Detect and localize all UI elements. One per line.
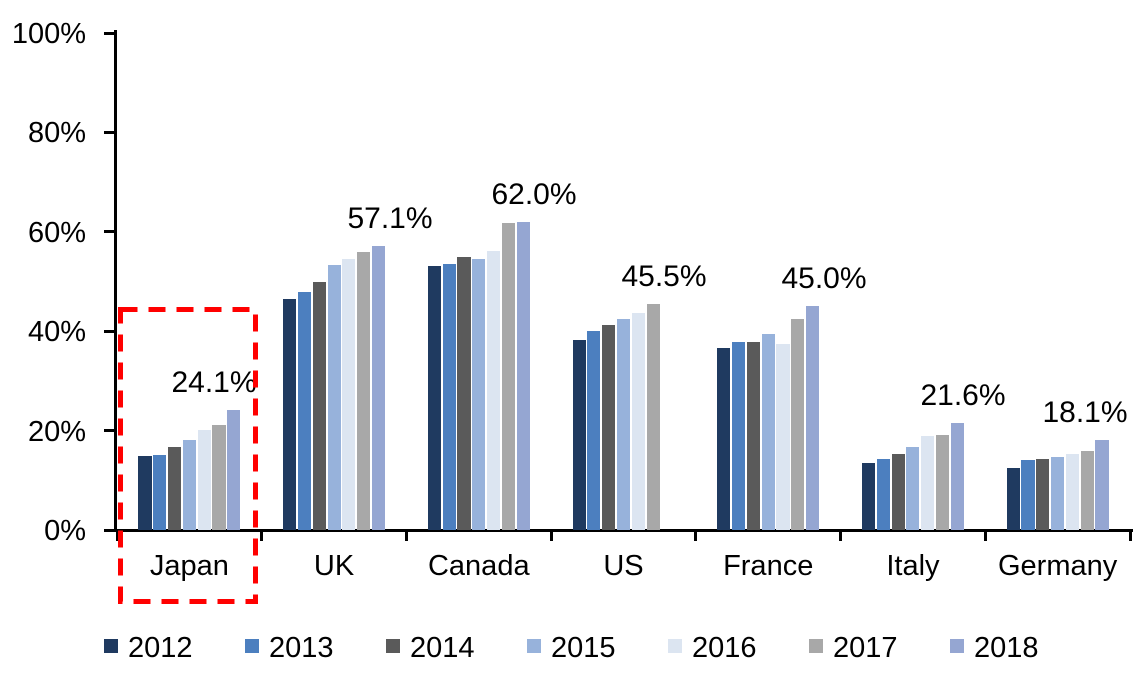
bar-canada-2015 [472, 258, 486, 530]
bar-us-2015 [616, 319, 631, 530]
bar-canada-2018 [516, 221, 530, 530]
x-axis-tick [549, 531, 553, 541]
x-axis-tick [404, 531, 408, 541]
legend-swatch-2013 [245, 639, 259, 653]
bar-germany-2014 [1036, 458, 1050, 530]
bar-japan-2015 [182, 439, 196, 530]
category-label: Germany [998, 550, 1118, 582]
bar-italy-2016 [921, 436, 935, 530]
data-label: 21.6% [920, 379, 1006, 412]
y-axis-tick [104, 230, 117, 234]
bar-germany-2017 [1080, 451, 1094, 530]
category-label: Canada [427, 550, 530, 582]
y-axis-tick [104, 31, 117, 35]
x-axis-tick [983, 531, 987, 541]
legend-swatch-2012 [104, 639, 118, 653]
bar-canada-2012 [427, 266, 441, 530]
bar-italy-2018 [950, 422, 964, 530]
legend-swatch-2015 [527, 639, 541, 653]
data-label: 57.1% [347, 202, 433, 235]
legend-swatch-2014 [386, 639, 400, 653]
bar-uk-2012 [283, 299, 297, 530]
bar-germany-2016 [1065, 454, 1079, 530]
bar-us-2017 [646, 303, 660, 530]
x-axis-tick [839, 531, 843, 541]
bar-germany-2013 [1021, 460, 1035, 530]
bar-germany-2015 [1051, 456, 1065, 530]
bar-japan-2017 [212, 424, 226, 530]
y-axis-tick-label: 20% [27, 415, 86, 448]
bar-france-2012 [717, 348, 731, 530]
bar-italy-2017 [935, 434, 950, 530]
bar-canada-2016 [487, 251, 501, 530]
bar-japan-2014 [168, 447, 182, 530]
category-label: France [723, 550, 814, 582]
y-axis-tick-label: 60% [27, 216, 86, 249]
category-label: Japan [149, 550, 229, 582]
x-axis-tick [115, 531, 119, 541]
bar-france-2017 [791, 319, 805, 530]
bar-france-2014 [746, 341, 760, 530]
legend-label-2012: 2012 [128, 632, 193, 664]
bar-canada-2017 [501, 223, 515, 530]
bar-france-2018 [806, 306, 820, 530]
y-axis-tick [104, 528, 117, 532]
x-axis-tick [694, 531, 698, 541]
x-axis [114, 529, 1133, 532]
legend-label-2013: 2013 [269, 632, 334, 664]
bar-us-2014 [602, 325, 616, 530]
x-axis-tick [1128, 531, 1132, 541]
bar-uk-2014 [312, 282, 326, 530]
bar-uk-2017 [357, 252, 371, 530]
legend-label-2017: 2017 [833, 632, 898, 664]
y-axis-tick-label: 0% [44, 515, 86, 547]
bar-japan-2016 [197, 430, 211, 530]
bar-italy-2014 [891, 453, 905, 530]
legend-swatch-2017 [809, 639, 823, 653]
y-axis-tick-label: 100% [11, 18, 86, 50]
legend-swatch-2018 [950, 639, 964, 653]
bar-us-2013 [587, 331, 601, 530]
legend-label-2016: 2016 [692, 632, 757, 664]
bar-uk-2015 [327, 265, 341, 530]
bar-canada-2014 [457, 257, 471, 530]
bar-italy-2012 [861, 463, 876, 530]
category-label: US [603, 550, 644, 582]
legend-label-2015: 2015 [551, 632, 616, 664]
bar-japan-2012 [138, 455, 152, 530]
x-axis-tick [260, 531, 264, 541]
bar-japan-2013 [153, 455, 167, 530]
y-axis-tick [104, 429, 117, 433]
bar-france-2016 [776, 344, 790, 530]
bar-uk-2016 [342, 258, 356, 530]
legend-label-2014: 2014 [410, 632, 475, 664]
data-label: 45.0% [781, 262, 867, 295]
bar-us-2012 [572, 340, 586, 530]
bar-france-2013 [732, 341, 746, 530]
data-label: 62.0% [491, 178, 577, 211]
y-axis-tick [104, 329, 117, 333]
bar-italy-2013 [876, 459, 890, 530]
category-label: UK [313, 550, 355, 582]
legend-swatch-2016 [668, 639, 682, 653]
bar-france-2015 [761, 333, 775, 530]
bar-japan-2018 [227, 410, 241, 530]
data-label: 18.1% [1042, 396, 1128, 429]
data-label: 24.1% [171, 366, 257, 399]
y-axis-tick-label: 80% [27, 117, 86, 150]
y-axis-tick-label: 40% [27, 316, 86, 349]
bar-uk-2018 [371, 246, 386, 530]
data-label: 45.5% [621, 260, 707, 293]
bar-uk-2013 [297, 291, 312, 530]
y-axis-tick [104, 130, 117, 134]
bar-germany-2012 [1006, 467, 1020, 530]
bar-canada-2013 [442, 263, 456, 530]
bar-italy-2015 [906, 446, 920, 530]
bar-germany-2018 [1095, 440, 1109, 530]
category-label: Italy [886, 550, 940, 582]
y-axis [114, 30, 117, 532]
legend-label-2018: 2018 [974, 632, 1039, 664]
bar-us-2016 [631, 313, 645, 530]
